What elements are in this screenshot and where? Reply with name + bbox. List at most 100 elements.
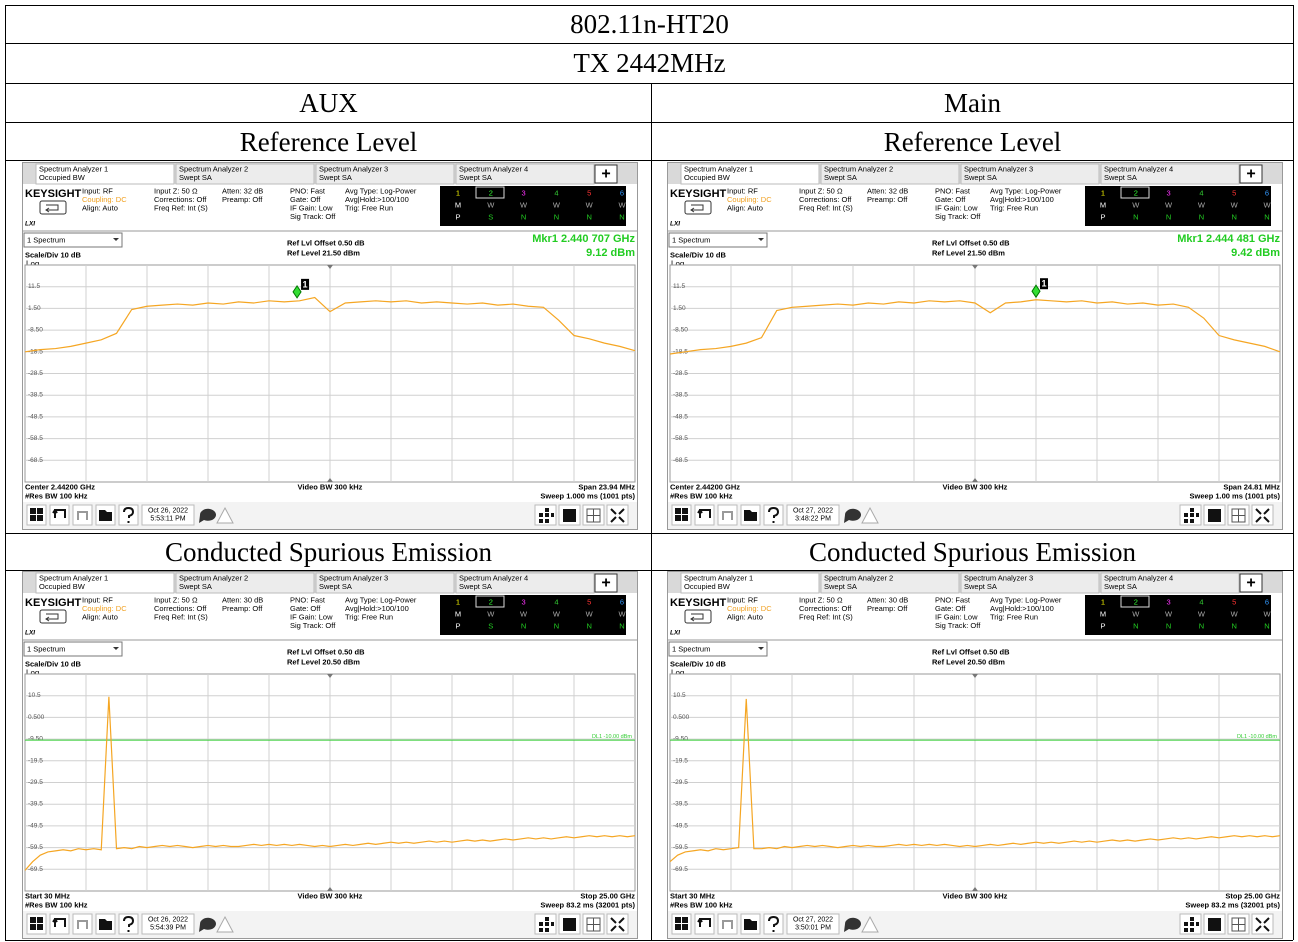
- add-tab-label: +: [1246, 575, 1255, 592]
- clock-box: [786, 913, 840, 935]
- tab[interactable]: [175, 163, 315, 185]
- undo-icon: [52, 918, 66, 927]
- trace-table: [1085, 186, 1271, 226]
- start-button[interactable]: [671, 504, 692, 526]
- undo-icon: [52, 509, 66, 518]
- trace-cell: N: [619, 622, 624, 631]
- view-label: 1 Spectrum: [27, 645, 65, 654]
- tab[interactable]: [315, 163, 455, 185]
- touch-icon: [1208, 509, 1221, 522]
- redo-icon: [722, 920, 733, 929]
- bottom-annotation: Sweep 83.2 ms (32001 pts): [1185, 901, 1280, 910]
- scale-label: Scale/Div 10 dB: [670, 251, 726, 260]
- setting: Trig: Free Run: [345, 204, 393, 213]
- start-button[interactable]: [26, 504, 47, 526]
- tab[interactable]: [315, 572, 455, 594]
- trace-cell: 3: [522, 189, 526, 198]
- marker-readout: 9.12 dBm: [586, 247, 635, 259]
- tab[interactable]: [35, 163, 175, 185]
- input-icon[interactable]: [39, 609, 67, 624]
- bottom-annotation: #Res BW 100 kHz: [25, 492, 88, 501]
- warning-icon[interactable]: [216, 915, 234, 933]
- warning-icon[interactable]: [861, 915, 879, 933]
- start-button[interactable]: [26, 913, 47, 935]
- add-tab-button[interactable]: [594, 164, 618, 184]
- tab[interactable]: [455, 572, 595, 594]
- input-icon-arrow: [45, 204, 59, 213]
- tab[interactable]: [175, 572, 315, 594]
- redo-button[interactable]: [72, 504, 93, 526]
- message-icon[interactable]: [199, 508, 216, 523]
- section-title: Reference Level: [239, 127, 418, 157]
- undo-button[interactable]: [49, 913, 70, 935]
- y-tick-label: 10.5: [28, 692, 41, 699]
- tab[interactable]: [680, 163, 820, 185]
- undo-button[interactable]: [694, 913, 715, 935]
- bottom-annotation: Stop 25.00 GHz: [580, 892, 635, 901]
- view-select[interactable]: [668, 232, 768, 248]
- tab-label: Swept SA: [179, 173, 212, 182]
- redo-button[interactable]: [72, 913, 93, 935]
- y-tick-label: -19.5: [673, 757, 688, 764]
- tool-button[interactable]: [1251, 504, 1274, 526]
- warning-icon[interactable]: [216, 506, 234, 524]
- tab-label: Spectrum Analyzer 4: [459, 574, 528, 583]
- input-icon[interactable]: [39, 200, 67, 215]
- setting: Coupling: DC: [727, 195, 772, 204]
- grid-icon: [1184, 508, 1199, 523]
- tab[interactable]: [960, 163, 1100, 185]
- column-line: [651, 83, 652, 940]
- row-line: [5, 533, 1293, 534]
- tool-button[interactable]: [1251, 913, 1274, 935]
- setting: Input Z: 50 Ω: [799, 596, 843, 605]
- tab[interactable]: [35, 572, 175, 594]
- message-icon[interactable]: [844, 917, 861, 932]
- y-tick-label: -8.50: [673, 327, 688, 334]
- input-icon[interactable]: [684, 609, 712, 624]
- add-tab-button[interactable]: [594, 573, 618, 593]
- undo-button[interactable]: [694, 504, 715, 526]
- trace-cell: 5: [587, 189, 591, 198]
- redo-button[interactable]: [717, 913, 738, 935]
- start-button[interactable]: [671, 913, 692, 935]
- trace-cell: 3: [1167, 189, 1171, 198]
- setting: Preamp: Off: [867, 195, 908, 204]
- tab[interactable]: [1100, 572, 1240, 594]
- display-line-label: DL1 -10.00 dBm: [592, 734, 632, 740]
- view-select[interactable]: [668, 641, 768, 657]
- input-icon[interactable]: [684, 200, 712, 215]
- setting: Gate: Off: [935, 604, 966, 613]
- tab[interactable]: [960, 572, 1100, 594]
- touch-icon: [1208, 918, 1221, 931]
- tab[interactable]: [820, 572, 960, 594]
- setting: Freq Ref: Int (S): [154, 204, 208, 213]
- tab[interactable]: [455, 163, 595, 185]
- add-tab-button[interactable]: [1239, 573, 1263, 593]
- warning-icon[interactable]: [861, 506, 879, 524]
- ref-offset: Ref Lvl Offset 0.50 dB: [287, 239, 365, 248]
- message-icon[interactable]: [199, 917, 216, 932]
- marker-label-box: [301, 278, 310, 290]
- tab[interactable]: [1100, 163, 1240, 185]
- help-icon: [123, 506, 135, 523]
- y-tick-label: 1.50: [673, 305, 686, 312]
- setting: Freq Ref: Int (S): [799, 613, 853, 622]
- folder-icon: [99, 919, 112, 930]
- view-select[interactable]: [23, 641, 123, 657]
- tool-button[interactable]: [606, 913, 629, 935]
- y-tick-label: 1.50: [28, 305, 41, 312]
- tab-label: Swept SA: [1104, 173, 1137, 182]
- tool-button[interactable]: [606, 504, 629, 526]
- redo-button[interactable]: [717, 504, 738, 526]
- view-select[interactable]: [23, 232, 123, 248]
- message-icon[interactable]: [844, 508, 861, 523]
- tab[interactable]: [820, 163, 960, 185]
- add-tab-button[interactable]: [1239, 164, 1263, 184]
- bottom-annotation: Span 24.81 MHz: [1223, 483, 1280, 492]
- undo-button[interactable]: [49, 504, 70, 526]
- tab[interactable]: [680, 572, 820, 594]
- trace-cell: M: [455, 610, 461, 619]
- setting: IF Gain: Low: [935, 204, 978, 213]
